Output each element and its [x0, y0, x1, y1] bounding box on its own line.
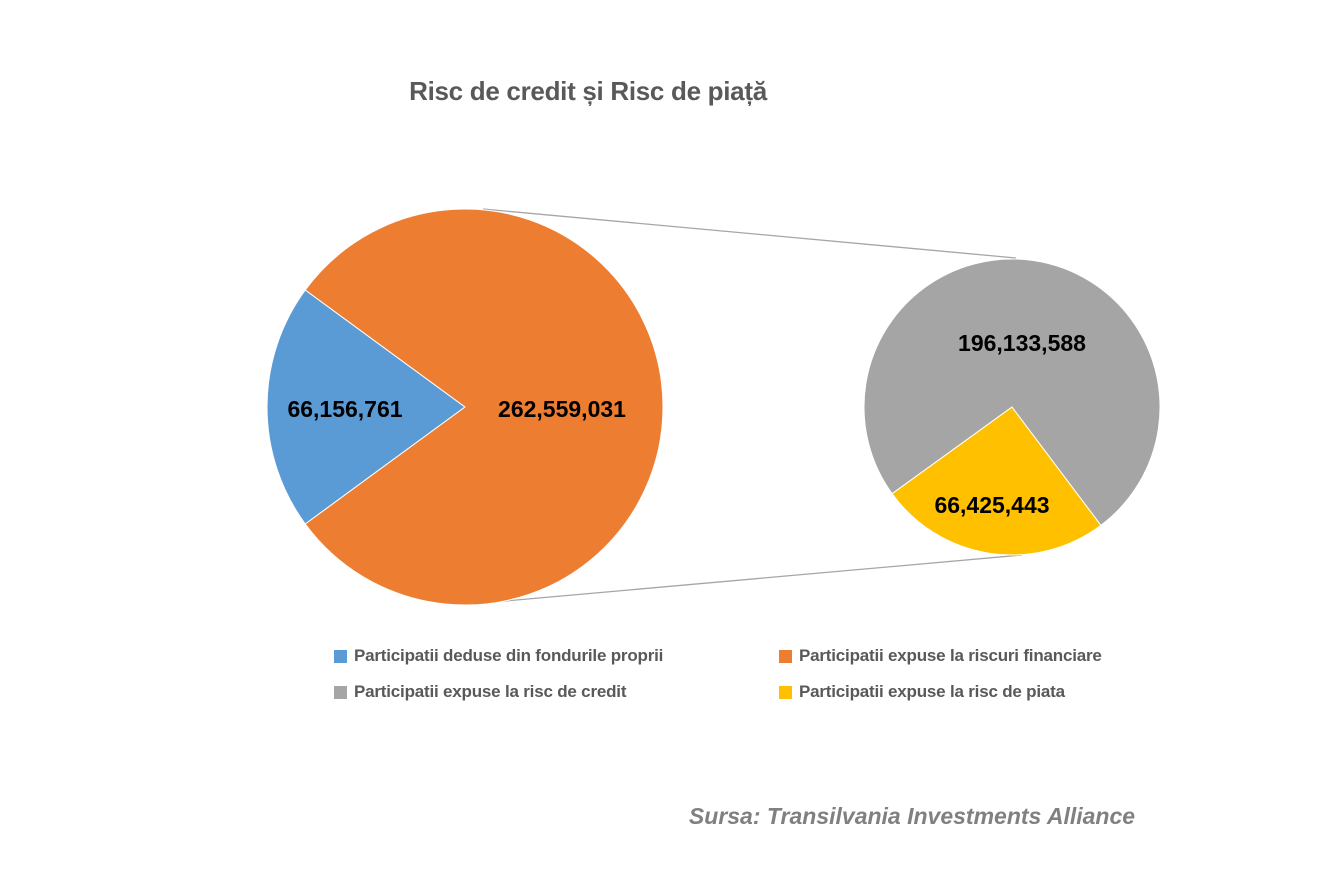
secondary-slice-0 [863, 258, 1161, 526]
secondary-pie [863, 258, 1161, 556]
source-caption: Sursa: Transilvania Investments Alliance [688, 803, 1136, 829]
secondary-slice-1 [891, 406, 1102, 556]
connector-line-top [482, 208, 1017, 259]
data-label-deduse: 66,156,761 [287, 396, 402, 422]
data-label-riscuri-financiare: 262,559,031 [498, 396, 626, 422]
chart-title: Risc de credit și Risc de piață [409, 76, 767, 106]
primary-slice-1 [304, 208, 664, 606]
data-label-risc-piata: 66,425,443 [934, 492, 1049, 518]
connector-line-bottom [482, 554, 1023, 604]
data-label-risc-credit: 196,133,588 [958, 330, 1086, 356]
primary-pie [266, 208, 664, 606]
primary-slice-0 [266, 289, 466, 525]
